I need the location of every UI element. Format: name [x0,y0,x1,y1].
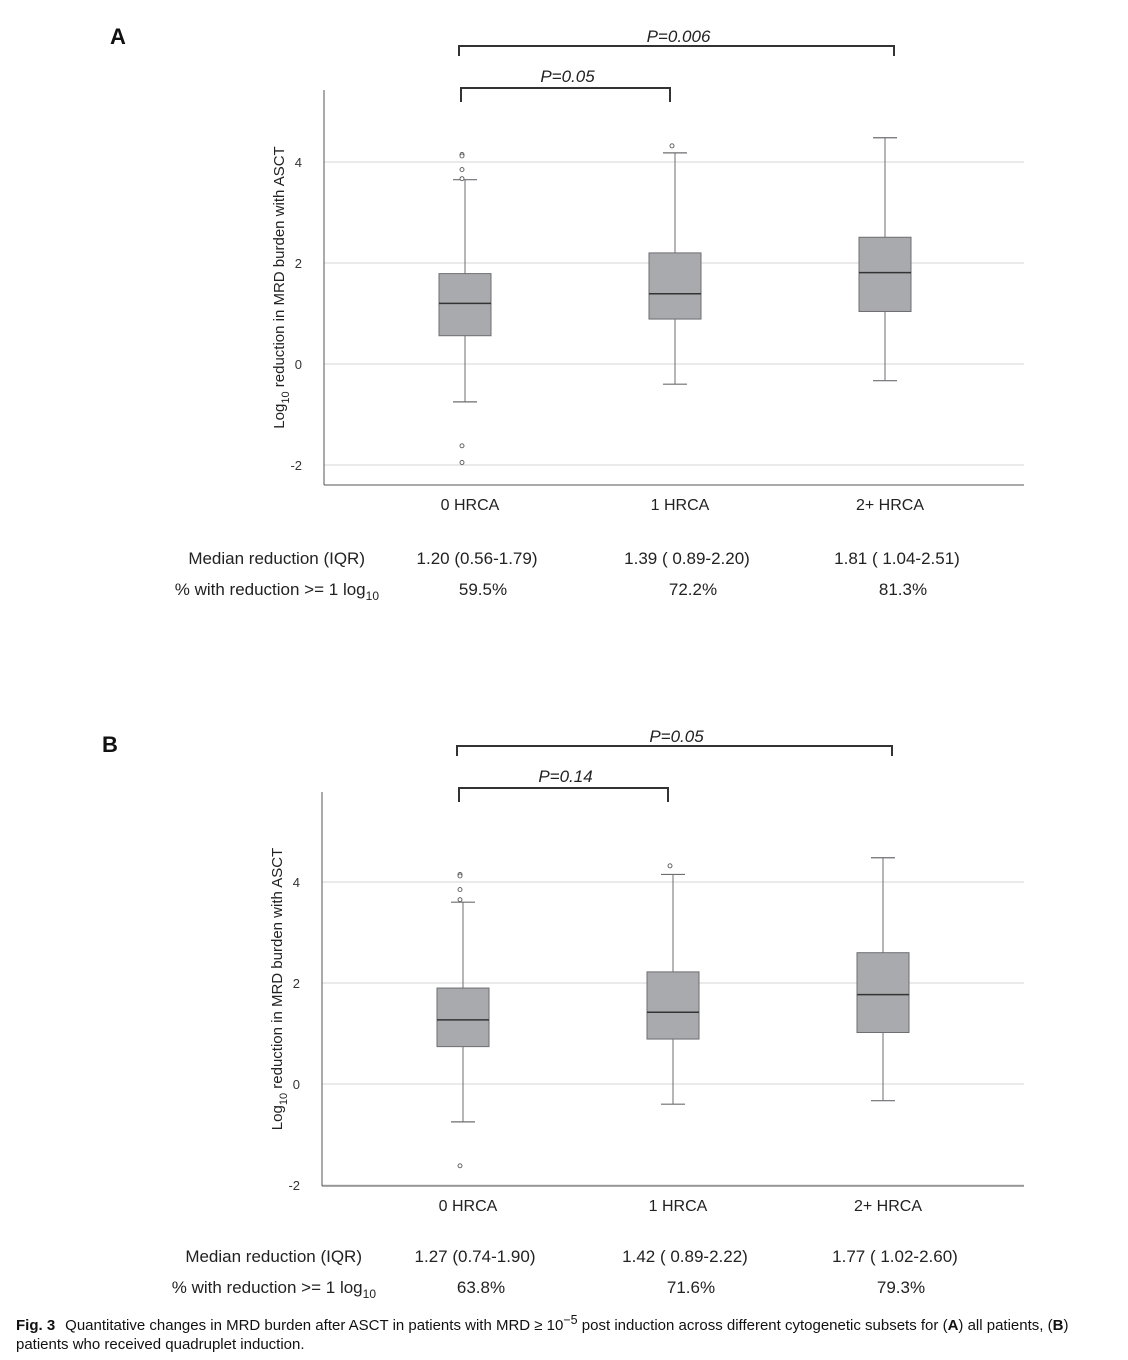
outlier-point [459,443,465,449]
table-percent-value: 72.2% [669,580,717,599]
caption-text-before: Quantitative changes in MRD burden after… [65,1317,564,1334]
y-axis-label-main: Log [269,1105,286,1130]
table-row2-label-main: % with reduction >= 1 log [175,580,366,599]
outlier-point [459,167,465,173]
box-iqr [436,987,490,1048]
box-iqr [858,236,912,312]
y-axis-label-main: Log [271,404,288,429]
table-percent-value: 79.3% [877,1278,925,1297]
table-percent-value: 71.6% [667,1278,715,1297]
y-axis-label-rest: reduction in MRD burden with ASCT [269,848,286,1093]
outlier-point [459,460,465,465]
caption-bold-b: B [1052,1317,1064,1334]
category-label: 0 HRCA [441,497,500,514]
outlier-point [457,873,463,879]
table-row2-label-main: % with reduction >= 1 log [172,1278,363,1297]
table-median-value: 1.42 ( 0.89-2.22) [622,1247,748,1266]
figure-caption: Fig. 3 Quantitative changes in MRD burden… [16,1311,1116,1354]
table-row2-label: % with reduction >= 1 log10 [172,1278,377,1300]
box-group [858,137,912,382]
table-median-value: 1.77 ( 1.02-2.60) [832,1247,958,1266]
category-label: 2+ HRCA [854,1198,922,1215]
caption-text-mid1: post induction across different cytogene… [577,1317,948,1334]
outlier-point [457,887,463,893]
table-row1-label: Median reduction (IQR) [185,1247,362,1266]
y-tick-label: -2 [290,458,302,473]
box-iqr [438,273,492,337]
category-label: 2+ HRCA [856,497,924,514]
outlier-point [459,153,465,159]
y-tick-label: 2 [295,256,302,271]
table-percent-value: 63.8% [457,1278,505,1297]
y-tick-label: 2 [293,976,300,991]
y-tick-label: 0 [293,1077,300,1092]
outlier-point [669,143,675,149]
category-label: 1 HRCA [651,497,710,514]
caption-bold-a: A [947,1317,959,1334]
table-median-value: 1.39 ( 0.89-2.20) [624,549,750,568]
y-axis-label: Log10 reduction in MRD burden with ASCT [271,146,292,428]
caption-text-after: ) patients who received quadruplet induc… [16,1317,1069,1353]
table-median-value: 1.27 (0.74-1.90) [415,1247,536,1266]
panel-letter: A [110,24,126,49]
y-axis-label-sub: 10 [280,391,292,403]
table-percent-value: 59.5% [459,580,507,599]
panel-letter: B [102,732,118,757]
y-axis-label-sub: 10 [278,1093,290,1105]
table-row2-label-sub: 10 [366,589,380,603]
comparison-bracket [456,745,893,756]
p-value-label: P=0.14 [538,767,592,786]
table-row1-label: Median reduction (IQR) [188,549,365,568]
category-label: 0 HRCA [439,1198,498,1215]
outlier-point [457,1163,463,1169]
y-tick-label: -2 [288,1178,300,1193]
table-median-value: 1.81 ( 1.04-2.51) [834,549,960,568]
outlier-point [667,863,673,869]
box-iqr [648,252,702,320]
box-iqr [646,971,700,1040]
box-group [436,871,490,1169]
box-group [856,857,910,1102]
table-row2-label-sub: 10 [363,1287,377,1300]
caption-superscript: −5 [563,1313,578,1327]
y-axis-label: Log10 reduction in MRD burden with ASCT [269,848,290,1130]
table-percent-value: 81.3% [879,580,927,599]
comparison-bracket [458,787,669,802]
p-value-label: P=0.006 [647,27,711,46]
comparison-bracket [458,45,895,56]
category-label: 1 HRCA [649,1198,708,1215]
y-tick-label: 4 [295,155,302,170]
caption-text-mid2: ) all patients, ( [958,1317,1053,1334]
outlier-point [457,897,463,903]
comparison-bracket [460,87,671,102]
box-iqr [856,952,910,1033]
box-group [648,143,702,385]
caption-fig-label: Fig. 3 [16,1317,56,1334]
box-group [646,863,700,1105]
p-value-label: P=0.05 [649,727,704,746]
y-axis-label-rest: reduction in MRD burden with ASCT [271,146,288,391]
y-tick-label: 4 [293,875,300,890]
y-tick-label: 0 [295,357,302,372]
table-median-value: 1.20 (0.56-1.79) [417,549,538,568]
outlier-point [459,176,465,182]
table-row2-label: % with reduction >= 1 log10 [175,580,380,603]
p-value-label: P=0.05 [540,67,595,86]
box-group [438,151,492,465]
